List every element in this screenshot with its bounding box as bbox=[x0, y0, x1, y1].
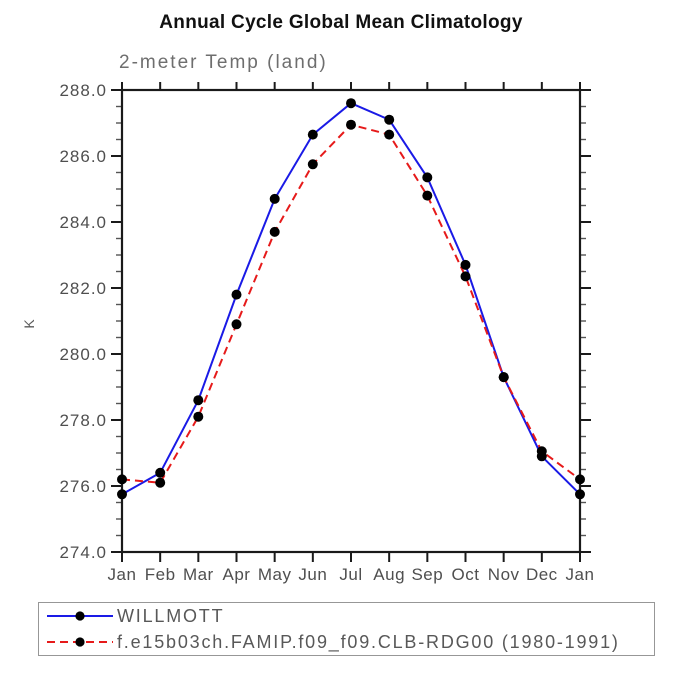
y-tick-label: 286.0 bbox=[59, 147, 107, 166]
data-point bbox=[193, 411, 204, 422]
data-point bbox=[117, 489, 127, 500]
y-axis-major-ticks bbox=[111, 89, 591, 553]
y-axis-tick-labels: 274.0 276.0 278.0 280.0 282.0 284.0 286.0 288.0 bbox=[59, 81, 107, 562]
x-axis-tick-labels: Jan Feb Mar Apr May Jun Jul Aug Sep Oct Nov Dec Jan bbox=[108, 565, 595, 584]
x-tick-label: Aug bbox=[373, 565, 405, 584]
data-point bbox=[498, 372, 509, 383]
x-tick-label: Jan bbox=[108, 565, 137, 584]
legend-solid-line-icon bbox=[47, 611, 113, 621]
data-point bbox=[575, 474, 585, 485]
data-point bbox=[460, 259, 471, 270]
chart-subtitle: 2-meter Temp (land) bbox=[119, 52, 328, 73]
legend-item-willmott: WILLMOTT bbox=[39, 603, 654, 629]
x-tick-label: Jun bbox=[298, 565, 327, 584]
data-point bbox=[346, 119, 356, 130]
y-tick-label: 282.0 bbox=[59, 279, 107, 298]
x-tick-label: Sep bbox=[411, 565, 443, 584]
x-tick-label: Jan bbox=[566, 565, 595, 584]
series-line-1 bbox=[121, 123, 581, 484]
plot-frame bbox=[120, 88, 582, 554]
y-tick-label: 288.0 bbox=[59, 81, 107, 100]
x-tick-label: Jul bbox=[339, 565, 362, 584]
series-line-0 bbox=[121, 102, 581, 496]
data-point bbox=[155, 467, 166, 478]
data-point bbox=[231, 319, 242, 330]
y-tick-label: 280.0 bbox=[59, 345, 107, 364]
x-tick-label: Apr bbox=[223, 565, 251, 584]
data-point bbox=[193, 395, 204, 406]
chart-title: Annual Cycle Global Mean Climatology bbox=[159, 12, 523, 33]
x-tick-label: Feb bbox=[145, 565, 176, 584]
legend-label-willmott: WILLMOTT bbox=[117, 605, 225, 626]
y-tick-label: 274.0 bbox=[59, 543, 107, 562]
x-tick-label: Dec bbox=[526, 565, 558, 584]
plot-area: 274.0 276.0 278.0 280.0 282.0 284.0 286.0 288.0… bbox=[21, 81, 595, 584]
data-point bbox=[269, 226, 280, 237]
data-point bbox=[269, 193, 280, 204]
x-tick-label: Nov bbox=[488, 565, 520, 584]
data-point bbox=[384, 114, 395, 125]
x-tick-label: Oct bbox=[452, 565, 480, 584]
legend-label-model: f.e15b03ch.FAMIP.f09_f09.CLB-RDG00 (1980… bbox=[117, 631, 620, 652]
y-tick-label: 278.0 bbox=[59, 411, 107, 430]
legend-box: WILLMOTT f.e15b03ch.FAMIP.f09_f09.CLB-RD… bbox=[38, 602, 655, 656]
y-axis-minor-ticks bbox=[116, 105, 586, 537]
data-point bbox=[460, 271, 471, 282]
x-tick-label: May bbox=[258, 565, 292, 584]
data-point bbox=[575, 489, 585, 500]
data-point bbox=[307, 159, 318, 170]
data-point bbox=[155, 477, 166, 488]
data-point bbox=[422, 190, 433, 201]
y-axis-title: K bbox=[21, 319, 37, 329]
data-point bbox=[384, 129, 395, 140]
x-axis-ticks bbox=[121, 82, 581, 562]
y-tick-label: 276.0 bbox=[59, 477, 107, 496]
data-point bbox=[536, 446, 547, 457]
data-point bbox=[422, 172, 433, 183]
data-point bbox=[307, 129, 318, 140]
x-tick-label: Mar bbox=[183, 565, 214, 584]
series-markers-1 bbox=[117, 119, 585, 488]
legend-item-model: f.e15b03ch.FAMIP.f09_f09.CLB-RDG00 (1980… bbox=[39, 629, 654, 655]
data-point bbox=[117, 474, 127, 485]
y-tick-label: 284.0 bbox=[59, 213, 107, 232]
data-point bbox=[231, 289, 242, 300]
series-markers-0 bbox=[117, 98, 585, 500]
legend-dashed-line-icon bbox=[47, 637, 113, 647]
data-point bbox=[346, 98, 356, 109]
